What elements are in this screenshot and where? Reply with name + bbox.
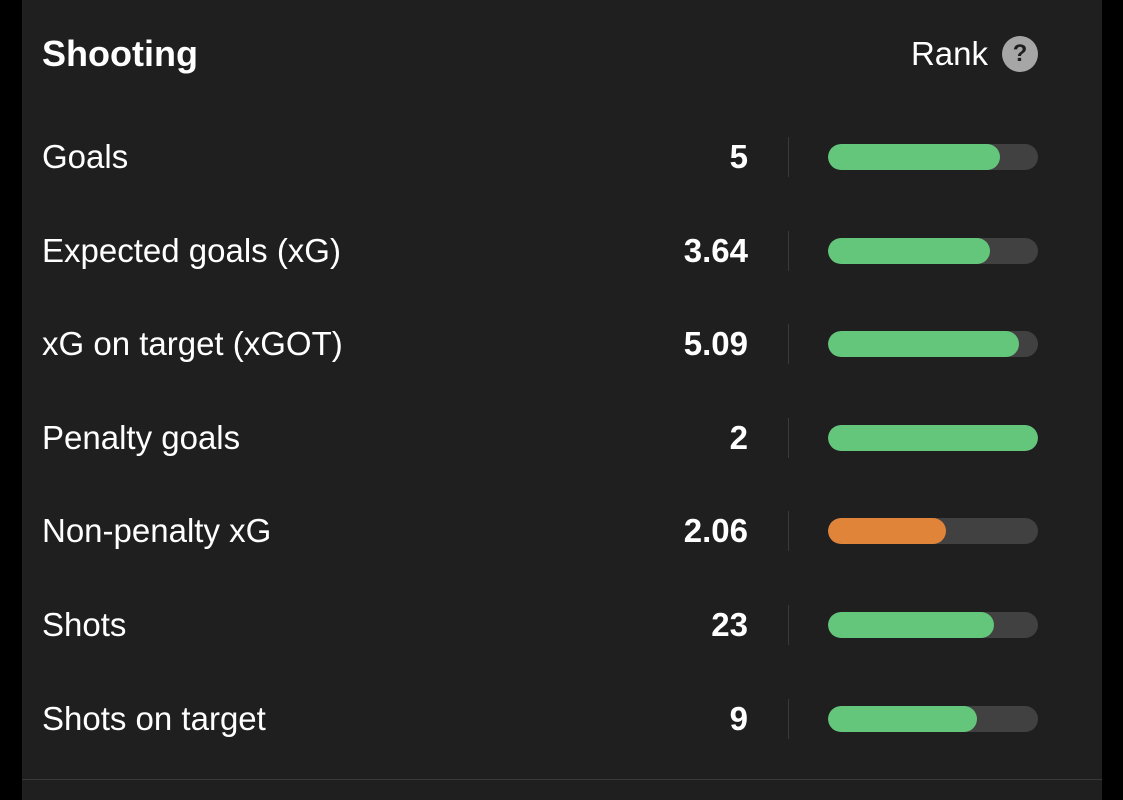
card-header: Shooting Rank ? <box>42 0 1038 110</box>
stat-value: 9 <box>729 699 748 737</box>
stat-value: 3.64 <box>683 231 748 269</box>
stat-value: 5.09 <box>683 325 748 363</box>
rank-label: Rank <box>910 35 988 72</box>
rank-bar-track <box>828 518 1038 545</box>
rank-bar-fill <box>828 331 1020 358</box>
rank-bar-track <box>828 424 1038 451</box>
shooting-card <box>22 0 1102 800</box>
divider <box>788 137 789 177</box>
stat-value: 23 <box>711 605 748 643</box>
stat-label: Goals <box>42 138 129 175</box>
stat-value: 5 <box>729 138 748 175</box>
rank-bar-fill <box>828 611 994 638</box>
stat-row-expected-goals[interactable]: Expected goals (xG) 3.64 <box>42 204 1038 298</box>
stats-list: Goals 5 Expected goals (xG) 3.64 xG on t… <box>42 110 1038 765</box>
card-bottom-divider <box>22 779 1102 780</box>
divider <box>788 511 789 552</box>
stat-value: 2.06 <box>683 512 748 550</box>
rank-bar-fill <box>828 237 990 264</box>
rank-bar-track <box>828 237 1038 264</box>
stat-label: Expected goals (xG) <box>42 231 341 269</box>
divider <box>788 698 789 739</box>
stat-value: 2 <box>729 418 748 456</box>
rank-bar-fill <box>828 705 978 732</box>
divider <box>788 417 789 458</box>
stat-row-non-penalty-xg[interactable]: Non-penalty xG 2.06 <box>42 484 1038 578</box>
stat-row-penalty-goals[interactable]: Penalty goals 2 <box>42 391 1038 485</box>
divider <box>788 324 789 365</box>
stat-label: Penalty goals <box>42 418 241 456</box>
rank-bar-fill <box>828 518 946 545</box>
rank-bar-fill <box>828 424 1038 451</box>
stat-row-shots[interactable]: Shots 23 <box>42 578 1038 672</box>
rank-bar-track <box>828 611 1038 638</box>
rank-bar-track <box>828 331 1038 358</box>
rank-bar-fill <box>828 144 1001 170</box>
stat-row-xg-on-target[interactable]: xG on target (xGOT) 5.09 <box>42 297 1038 391</box>
rank-control[interactable]: Rank ? <box>911 34 1038 74</box>
divider <box>788 604 789 645</box>
section-title: Shooting <box>42 33 198 74</box>
stat-row-shots-on-target[interactable]: Shots on target 9 <box>42 672 1038 766</box>
rank-bar-track <box>828 144 1038 170</box>
stat-label: Non-penalty xG <box>42 512 272 550</box>
rank-bar-track <box>828 705 1038 732</box>
stat-row-goals[interactable]: Goals 5 <box>42 110 1038 204</box>
divider <box>788 230 789 271</box>
stat-label: xG on target (xGOT) <box>42 325 343 363</box>
help-icon[interactable]: ? <box>1002 36 1038 72</box>
stat-label: Shots on target <box>42 699 266 737</box>
stat-label: Shots <box>42 605 127 643</box>
